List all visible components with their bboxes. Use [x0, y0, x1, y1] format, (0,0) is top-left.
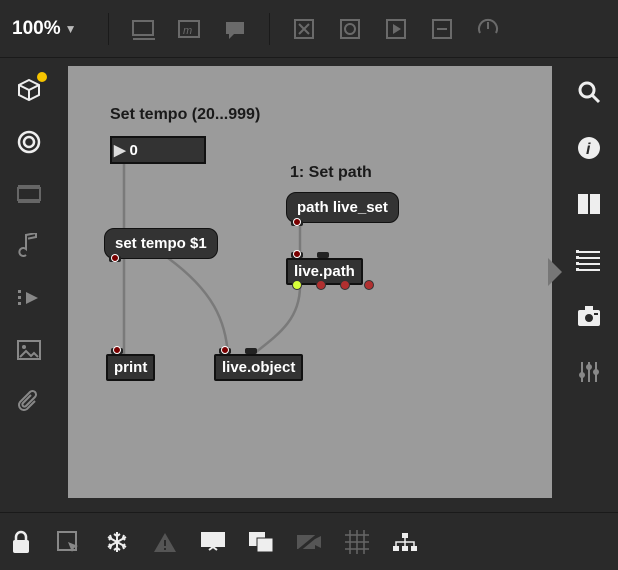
chevron-down-icon: ▼ — [65, 22, 77, 36]
object-text: print — [114, 359, 147, 376]
info-icon[interactable]: i — [575, 134, 603, 162]
comment-set-tempo: Set tempo (20...999) — [110, 106, 260, 124]
no-video-icon[interactable] — [294, 527, 324, 557]
zoom-dropdown[interactable]: 100% ▼ — [12, 18, 77, 40]
outlet-dot — [316, 280, 326, 290]
search-icon[interactable] — [575, 78, 603, 106]
presentation-icon[interactable] — [198, 527, 228, 557]
message-text: set tempo $1 — [115, 235, 207, 252]
right-sidebar: i — [560, 58, 618, 512]
expand-arrow-icon[interactable] — [548, 258, 562, 286]
object-text: live.object — [222, 359, 295, 376]
notification-badge — [37, 72, 47, 82]
object-live-object[interactable]: live.object — [214, 354, 303, 381]
message-path-live-set[interactable]: path live_set — [286, 192, 399, 223]
minus-box-icon[interactable] — [428, 15, 456, 43]
top-tool-icons: m — [106, 13, 502, 45]
bottom-toolbar — [0, 512, 618, 570]
device-icon[interactable] — [15, 180, 43, 208]
image-icon[interactable] — [15, 336, 43, 364]
message-set-tempo[interactable]: set tempo $1 — [104, 228, 218, 259]
camera-icon[interactable] — [575, 302, 603, 330]
outlet-dot — [292, 280, 302, 290]
m-panel-icon[interactable]: m — [175, 15, 203, 43]
grid-icon[interactable] — [342, 527, 372, 557]
comment-icon[interactable] — [221, 15, 249, 43]
comment-set-path: 1: Set path — [290, 164, 372, 182]
zoom-value: 100% — [12, 18, 61, 40]
patcher-canvas[interactable]: Set tempo (20...999) ▶ 0 1: Set path pat… — [68, 66, 552, 498]
warning-icon[interactable] — [150, 527, 180, 557]
object-print[interactable]: print — [106, 354, 155, 381]
list-icon[interactable] — [575, 246, 603, 274]
number-box[interactable]: ▶ 0 — [110, 136, 206, 164]
outlet-dot — [364, 280, 374, 290]
message-text: path live_set — [297, 199, 388, 216]
svg-text:m: m — [183, 25, 192, 37]
hierarchy-icon[interactable] — [390, 527, 420, 557]
x-box-icon[interactable] — [290, 15, 318, 43]
svg-text:i: i — [586, 141, 591, 158]
attachment-icon[interactable] — [15, 388, 43, 416]
split-view-icon[interactable] — [575, 190, 603, 218]
freeze-icon[interactable] — [102, 527, 132, 557]
mixer-icon[interactable] — [575, 358, 603, 386]
left-sidebar — [0, 58, 58, 512]
circle-box-icon[interactable] — [336, 15, 364, 43]
record-icon[interactable] — [15, 128, 43, 156]
packages-icon[interactable] — [15, 76, 43, 104]
select-box-icon[interactable] — [54, 527, 84, 557]
play-box-icon[interactable] — [382, 15, 410, 43]
outlet-dot — [340, 280, 350, 290]
note-icon[interactable] — [15, 232, 43, 260]
queue-icon[interactable] — [15, 284, 43, 312]
lock-icon[interactable] — [6, 527, 36, 557]
play-triangle-icon: ▶ — [114, 141, 126, 159]
layers-icon[interactable] — [246, 527, 276, 557]
number-value: 0 — [130, 142, 138, 159]
align-icon[interactable] — [129, 15, 157, 43]
top-toolbar: 100% ▼ m — [0, 0, 618, 58]
dial-icon[interactable] — [474, 15, 502, 43]
object-text: live.path — [294, 263, 355, 280]
